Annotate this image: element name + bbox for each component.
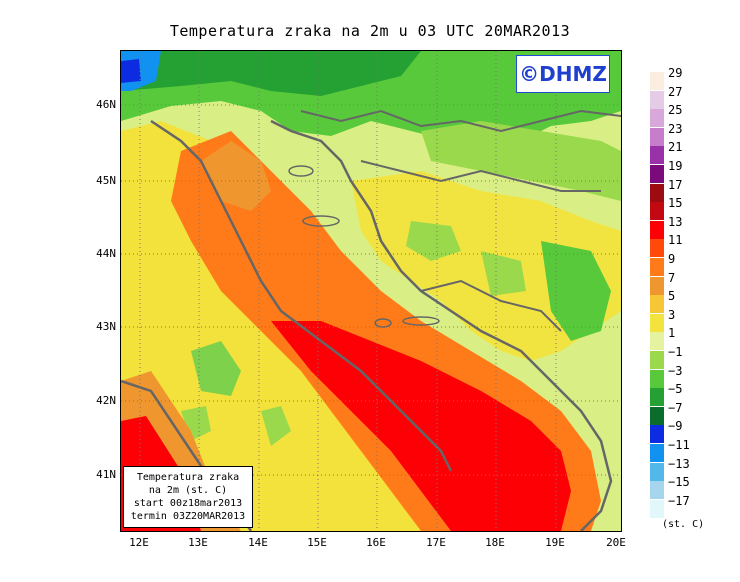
legend-label: −1 — [668, 345, 683, 359]
legend-label: −17 — [668, 493, 690, 508]
info-line-valid: termin 03Z20MAR2013 — [130, 511, 246, 522]
lat-label-43n: 43N — [96, 320, 116, 333]
legend-swatch — [650, 109, 664, 128]
legend-swatch — [650, 481, 664, 500]
legend-label: 15 — [668, 196, 683, 211]
legend-label: 19 — [668, 159, 683, 173]
legend-label: −3 — [668, 363, 683, 378]
lat-label-42n: 42N — [96, 394, 116, 407]
legend-label: 11 — [668, 233, 683, 248]
legend-unit: (st. C) — [662, 519, 705, 530]
legend-swatch — [650, 220, 664, 239]
legend-swatch — [650, 183, 664, 202]
lon-label-17e: 17E — [426, 536, 446, 549]
legend-swatch — [650, 444, 664, 462]
legend-swatch — [650, 499, 664, 518]
legend-label: 29 — [668, 66, 683, 80]
lon-label-18e: 18E — [485, 536, 505, 549]
legend-swatch — [650, 388, 664, 407]
legend-label: 17 — [668, 177, 683, 192]
legend-label: 27 — [668, 84, 683, 99]
lon-label-13e: 13E — [188, 536, 208, 549]
lon-label-12e: 12E — [129, 536, 149, 549]
info-line-unit: na 2m (st. C) — [148, 485, 228, 496]
lat-label-44n: 44N — [96, 247, 116, 260]
legend-swatch — [650, 369, 664, 388]
legend-label: 9 — [668, 252, 676, 266]
info-line-start: start 00z18mar2013 — [133, 498, 243, 509]
info-box: Temperatura zraka na 2m (st. C) start 00… — [123, 466, 253, 528]
map-title: Temperatura zraka na 2m u 03 UTC 20MAR20… — [169, 22, 571, 40]
legend-label: 21 — [668, 140, 683, 155]
lon-label-20e: 20E — [606, 536, 626, 549]
legend-label: 7 — [668, 270, 676, 285]
legend-label: 23 — [668, 121, 683, 136]
legend-label: −7 — [668, 400, 683, 415]
lat-label-46n: 46N — [96, 98, 116, 111]
lon-label-15e: 15E — [307, 536, 327, 549]
legend-swatch — [650, 146, 664, 165]
legend-swatch — [650, 295, 664, 314]
dhmz-credit-box: ©DHMZ — [516, 55, 610, 93]
legend-label: −15 — [668, 475, 690, 490]
legend-swatch — [650, 127, 664, 146]
legend-label: −9 — [668, 419, 683, 434]
legend-label: 1 — [668, 326, 676, 341]
legend-swatch — [650, 462, 664, 481]
legend-swatch — [650, 90, 664, 109]
info-line-variable: Temperatura zraka — [136, 472, 240, 483]
legend-swatch — [650, 239, 664, 258]
legend-swatch — [650, 425, 664, 444]
lat-label-45n: 45N — [96, 174, 116, 187]
temperature-map — [120, 50, 622, 532]
lat-label-41n: 41N — [96, 468, 116, 481]
legend-swatch — [650, 276, 664, 295]
legend-label: −13 — [668, 456, 690, 471]
legend-swatch — [650, 313, 664, 332]
legend-swatch — [650, 165, 664, 183]
legend-label: 5 — [668, 289, 676, 304]
legend-swatch — [650, 332, 664, 351]
lon-label-16e: 16E — [366, 536, 386, 549]
legend-label: −11 — [668, 438, 690, 452]
legend-swatch — [650, 258, 664, 276]
legend-swatch — [650, 406, 664, 425]
legend-label: 3 — [668, 307, 676, 322]
legend-swatch — [650, 72, 664, 90]
lon-label-14e: 14E — [248, 536, 268, 549]
legend-label: 13 — [668, 214, 683, 229]
legend-swatch — [650, 202, 664, 221]
legend-swatch — [650, 351, 664, 369]
legend-label: −5 — [668, 382, 683, 397]
lon-label-19e: 19E — [545, 536, 565, 549]
legend-label: 25 — [668, 103, 683, 118]
